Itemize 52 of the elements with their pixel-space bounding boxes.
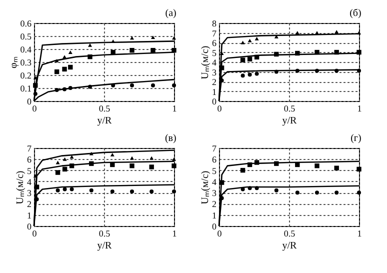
y-tick-label: 3 [212, 188, 217, 198]
y-tick-label: 1 [27, 210, 32, 220]
y-tick-label: 0.1 [20, 84, 32, 94]
chart-title: (в) [164, 133, 176, 144]
y-tick-label: 0.5 [20, 32, 32, 42]
y-tick-label: 2 [212, 77, 216, 87]
x-tick-label: 1 [172, 228, 177, 238]
x-axis-title: y/R [282, 116, 298, 126]
y-tick-label: 7 [212, 28, 217, 38]
x-tick-label: 0.5 [98, 228, 111, 238]
y-axis-title: Uₘ(м/с) [200, 170, 211, 204]
y-tick-label: 5 [212, 166, 217, 176]
y-tick-label: 8 [212, 18, 217, 28]
y-tick-label: 5 [27, 166, 32, 176]
y-tick-label: 6 [212, 38, 217, 48]
y-tick-label: 0 [212, 222, 217, 232]
y-tick-label: 1 [212, 86, 216, 97]
y-tick-label: 0.2 [20, 70, 32, 80]
chart-title: (г) [350, 133, 362, 144]
y-axis-title: Uₘ(м/с) [200, 46, 211, 80]
x-tick-label: 1 [357, 228, 362, 238]
y-tick-label: 0.6 [20, 18, 32, 28]
y-tick-label: 3 [212, 67, 217, 78]
y-tick-label: 7 [212, 144, 217, 154]
y-tick-label: 2 [212, 199, 216, 210]
y-tick-label: 3 [27, 188, 32, 198]
y-tick-label: 5 [212, 48, 217, 58]
y-tick-label: 4 [27, 176, 32, 187]
y-tick-label: 6 [27, 154, 32, 165]
y-tick-label: 0 [27, 96, 32, 106]
y-axis-title: Uₘ(м/с) [15, 170, 26, 204]
y-tick-label: 0 [212, 96, 217, 106]
x-tick-label: 0.5 [284, 104, 296, 114]
x-axis-title: y/R [282, 240, 298, 252]
x-tick-label: 1 [357, 104, 362, 114]
y-tick-label: 7 [27, 144, 32, 154]
y-tick-label: 2 [27, 199, 32, 210]
x-tick-label: 0.5 [98, 104, 111, 114]
y-axis-title: φₘ [8, 56, 20, 68]
y-tick-label: 6 [212, 154, 217, 165]
y-tick-label: 0.3 [20, 58, 32, 68]
y-tick-label: 0.4 [20, 44, 32, 54]
x-axis-title: y/R [97, 240, 112, 252]
x-tick-label: 0.5 [284, 228, 296, 238]
chart-title: (б) [350, 8, 362, 19]
x-axis-title: y/R [97, 116, 112, 126]
y-tick-label: 0 [27, 222, 32, 232]
y-tick-label: 1 [212, 210, 216, 220]
y-tick-label: 4 [212, 176, 217, 187]
x-tick-label: 1 [172, 104, 177, 114]
chart-title: (а) [165, 8, 176, 19]
y-tick-label: 4 [212, 58, 217, 68]
